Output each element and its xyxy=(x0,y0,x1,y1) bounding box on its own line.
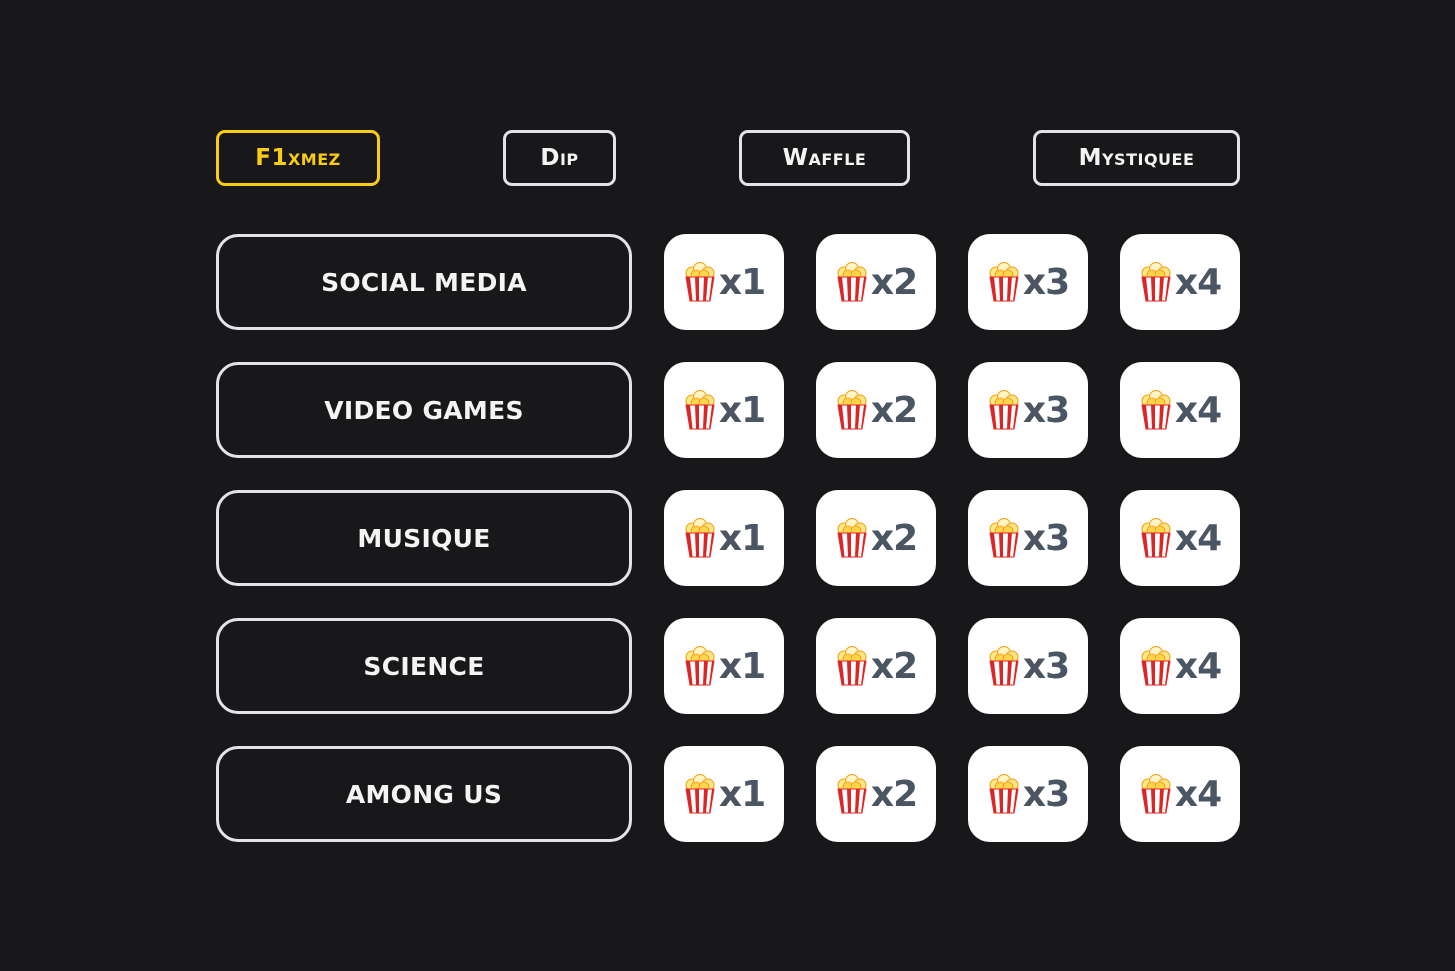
category-musique: MUSIQUE xyxy=(216,490,632,586)
multiplier-label: x2 xyxy=(870,261,918,303)
popcorn-icon xyxy=(835,774,869,814)
popcorn-icon xyxy=(835,646,869,686)
tile-science-x4[interactable]: x4 xyxy=(1120,618,1240,714)
popcorn-icon xyxy=(1139,646,1173,686)
tile-science-x1[interactable]: x1 xyxy=(664,618,784,714)
tile-musique-x4[interactable]: x4 xyxy=(1120,490,1240,586)
popcorn-icon xyxy=(1139,518,1173,558)
popcorn-icon xyxy=(987,774,1021,814)
category-science: SCIENCE xyxy=(216,618,632,714)
player-waffle[interactable]: Waffle xyxy=(739,130,910,186)
popcorn-icon xyxy=(683,774,717,814)
multiplier-label: x1 xyxy=(718,517,766,559)
multiplier-label: x4 xyxy=(1174,389,1222,431)
multiplier-label: x2 xyxy=(870,517,918,559)
multiplier-label: x1 xyxy=(718,389,766,431)
tile-video-games-x4[interactable]: x4 xyxy=(1120,362,1240,458)
multiplier-label: x3 xyxy=(1022,645,1070,687)
popcorn-icon xyxy=(683,390,717,430)
popcorn-icon xyxy=(1139,390,1173,430)
multiplier-label: x3 xyxy=(1022,517,1070,559)
multiplier-label: x4 xyxy=(1174,645,1222,687)
player-f1xmez[interactable]: F1xmez xyxy=(216,130,380,186)
multiplier-label: x2 xyxy=(870,645,918,687)
player-dip[interactable]: Dip xyxy=(503,130,616,186)
popcorn-icon xyxy=(1139,262,1173,302)
tile-among-us-x4[interactable]: x4 xyxy=(1120,746,1240,842)
multiplier-label: x2 xyxy=(870,773,918,815)
popcorn-icon xyxy=(987,390,1021,430)
tile-among-us-x3[interactable]: x3 xyxy=(968,746,1088,842)
tile-musique-x1[interactable]: x1 xyxy=(664,490,784,586)
multiplier-label: x2 xyxy=(870,389,918,431)
tile-social-media-x2[interactable]: x2 xyxy=(816,234,936,330)
tile-science-x3[interactable]: x3 xyxy=(968,618,1088,714)
tile-video-games-x1[interactable]: x1 xyxy=(664,362,784,458)
tile-social-media-x1[interactable]: x1 xyxy=(664,234,784,330)
popcorn-icon xyxy=(1139,774,1173,814)
multiplier-label: x4 xyxy=(1174,517,1222,559)
multiplier-label: x1 xyxy=(718,261,766,303)
popcorn-icon xyxy=(987,646,1021,686)
tile-musique-x2[interactable]: x2 xyxy=(816,490,936,586)
tile-social-media-x3[interactable]: x3 xyxy=(968,234,1088,330)
tile-among-us-x2[interactable]: x2 xyxy=(816,746,936,842)
popcorn-icon xyxy=(987,518,1021,558)
multiplier-label: x3 xyxy=(1022,261,1070,303)
multiplier-label: x4 xyxy=(1174,261,1222,303)
multiplier-label: x3 xyxy=(1022,773,1070,815)
tile-video-games-x3[interactable]: x3 xyxy=(968,362,1088,458)
multiplier-label: x1 xyxy=(718,645,766,687)
popcorn-icon xyxy=(683,518,717,558)
popcorn-icon xyxy=(835,518,869,558)
category-among-us: AMONG US xyxy=(216,746,632,842)
player-mystiquee[interactable]: Mystiquee xyxy=(1033,130,1240,186)
multiplier-label: x3 xyxy=(1022,389,1070,431)
tile-among-us-x1[interactable]: x1 xyxy=(664,746,784,842)
popcorn-icon xyxy=(683,262,717,302)
tile-science-x2[interactable]: x2 xyxy=(816,618,936,714)
category-social-media: SOCIAL MEDIA xyxy=(216,234,632,330)
popcorn-icon xyxy=(987,262,1021,302)
popcorn-icon xyxy=(683,646,717,686)
popcorn-icon xyxy=(835,390,869,430)
category-video-games: VIDEO GAMES xyxy=(216,362,632,458)
popcorn-icon xyxy=(835,262,869,302)
multiplier-label: x4 xyxy=(1174,773,1222,815)
tile-musique-x3[interactable]: x3 xyxy=(968,490,1088,586)
tile-video-games-x2[interactable]: x2 xyxy=(816,362,936,458)
multiplier-label: x1 xyxy=(718,773,766,815)
tile-social-media-x4[interactable]: x4 xyxy=(1120,234,1240,330)
